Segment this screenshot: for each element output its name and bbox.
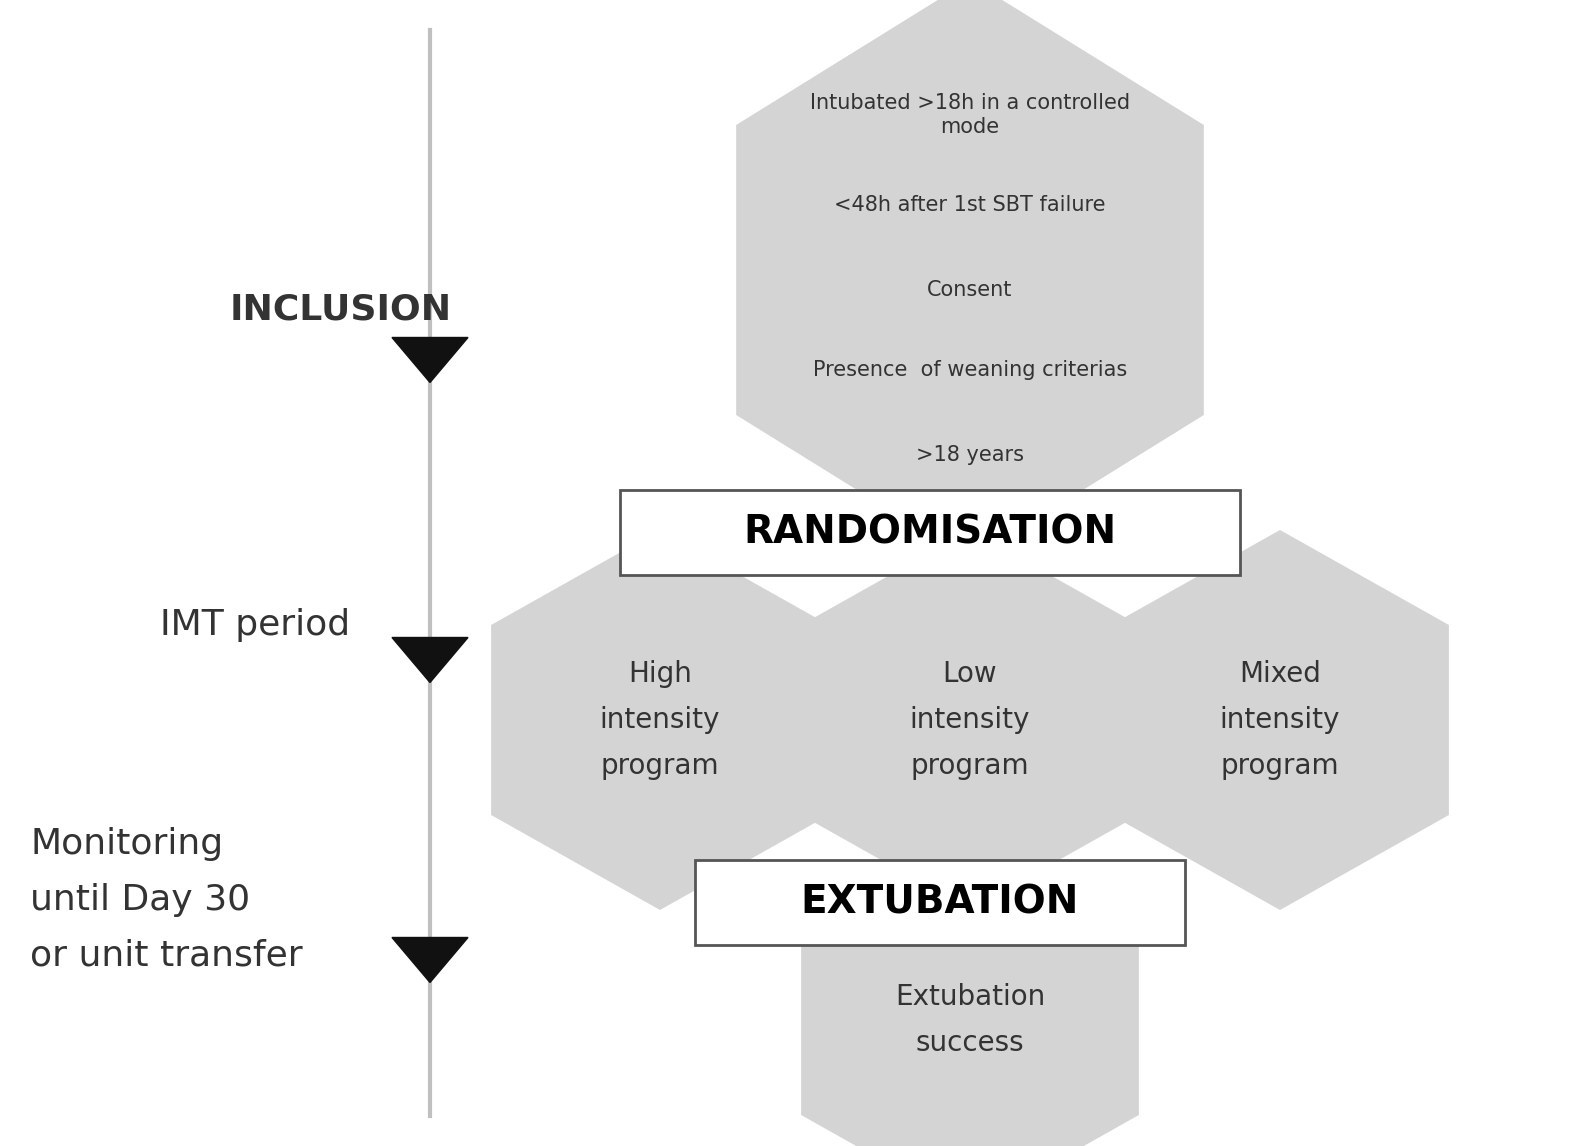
Text: EXTUBATION: EXTUBATION [800,884,1079,921]
Polygon shape [392,937,469,982]
Polygon shape [392,338,469,383]
Text: Mixed
intensity
program: Mixed intensity program [1219,660,1341,779]
Text: <48h after 1st SBT failure: <48h after 1st SBT failure [834,195,1106,215]
Text: Consent: Consent [928,280,1012,300]
Text: IMT period: IMT period [159,609,351,642]
Text: Monitoring
until Day 30
or unit transfer: Monitoring until Day 30 or unit transfer [30,827,303,973]
Polygon shape [802,529,1138,910]
Polygon shape [1111,529,1449,910]
Text: Intubated >18h in a controlled
mode: Intubated >18h in a controlled mode [810,94,1130,136]
Text: Presence  of weaning criterias: Presence of weaning criterias [813,360,1127,380]
Polygon shape [802,830,1138,1146]
Text: Low
intensity
program: Low intensity program [910,660,1030,779]
FancyBboxPatch shape [695,860,1184,945]
Polygon shape [392,637,469,683]
Text: INCLUSION: INCLUSION [230,293,453,327]
Text: High
intensity
program: High intensity program [599,660,720,779]
Text: >18 years: >18 years [917,445,1023,465]
FancyBboxPatch shape [620,490,1240,575]
Polygon shape [736,0,1203,560]
Text: RANDOMISATION: RANDOMISATION [743,513,1116,551]
Text: Extubation
success: Extubation success [894,983,1046,1057]
Polygon shape [491,529,829,910]
